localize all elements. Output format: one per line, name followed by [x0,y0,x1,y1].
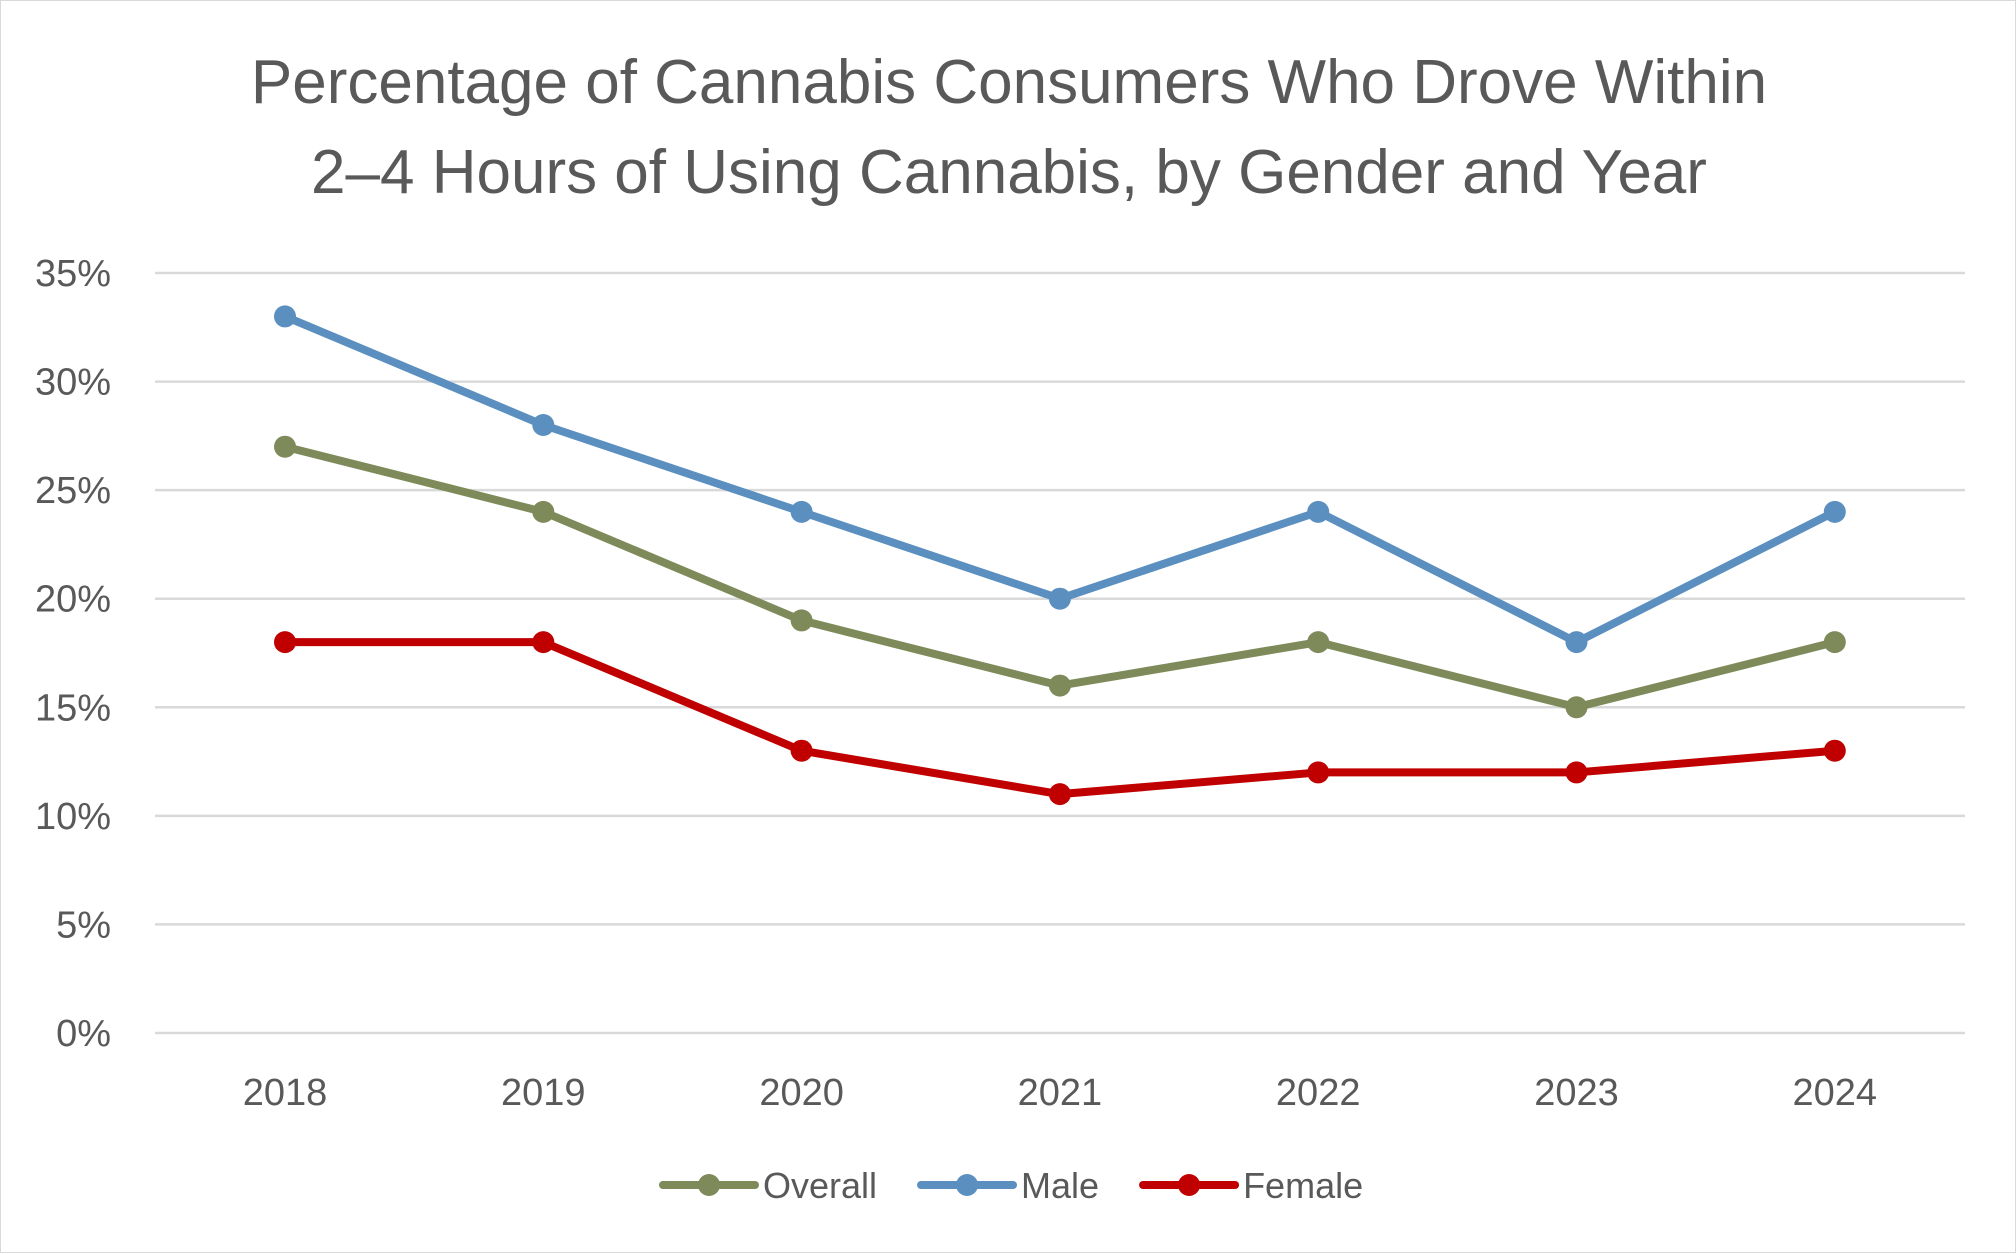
data-point-male [532,414,555,436]
gridlines [155,271,1965,1035]
data-point-female [1565,761,1588,784]
data-point-overall [790,609,813,632]
series-overall [274,435,1846,719]
y-tick-label: 30% [35,362,111,404]
data-point-female [532,631,555,654]
data-point-male [274,305,296,328]
legend-item-overall: Overall [659,1165,877,1206]
data-point-overall [274,435,296,458]
legend-item-female: Female [1139,1165,1363,1206]
x-tick-label: 2024 [1793,1072,1878,1114]
data-point-overall [532,500,555,523]
y-tick-label: 0% [56,1013,111,1055]
y-tick-label: 35% [35,253,111,295]
y-tick-label: 25% [35,470,111,512]
data-point-male [1048,587,1071,610]
legend-label-overall: Overall [763,1165,877,1206]
series-female [274,631,1846,806]
data-point-overall [1307,631,1330,654]
y-tick-label: 15% [35,687,111,729]
series-male [274,305,1846,654]
chart-title-line-1: Percentage of Cannabis Consumers Who Dro… [251,48,1767,117]
data-point-female [790,739,813,762]
data-point-male [1823,500,1846,523]
legend: Overall Male Female [659,1165,1363,1206]
legend-item-male: Male [917,1165,1099,1206]
x-tick-label: 2019 [501,1072,586,1114]
data-point-overall [1823,631,1846,654]
x-axis-ticks: 2018 2019 2020 2021 2022 2023 2024 [243,1072,1877,1114]
data-point-female [274,631,296,654]
x-tick-label: 2018 [243,1072,328,1114]
data-point-female [1048,783,1071,806]
data-point-male [1565,631,1588,654]
legend-marker-overall [698,1174,720,1196]
data-point-overall [1565,696,1588,719]
x-tick-label: 2022 [1276,1072,1361,1114]
x-tick-label: 2023 [1534,1072,1619,1114]
data-point-male [790,500,813,523]
data-point-male [1307,500,1330,523]
x-tick-label: 2021 [1018,1072,1103,1114]
series-lines [274,305,1846,806]
legend-label-female: Female [1243,1165,1363,1206]
legend-marker-male [956,1174,979,1196]
data-point-female [1823,739,1846,762]
series-line-female [281,638,1839,799]
legend-label-male: Male [1021,1165,1099,1206]
y-tick-label: 5% [56,904,111,946]
y-tick-label: 10% [35,796,111,838]
chart-title-line-2: 2–4 Hours of Using Cannabis, by Gender a… [311,138,1707,207]
legend-marker-female [1178,1174,1201,1196]
y-tick-label: 20% [35,579,111,621]
data-point-overall [1048,674,1071,697]
data-point-female [1307,761,1330,784]
y-axis-ticks: 0% 5% 10% 15% 20% 25% 30% 35% [35,253,111,1055]
series-line-overall [281,442,1839,712]
x-tick-label: 2020 [759,1072,844,1114]
